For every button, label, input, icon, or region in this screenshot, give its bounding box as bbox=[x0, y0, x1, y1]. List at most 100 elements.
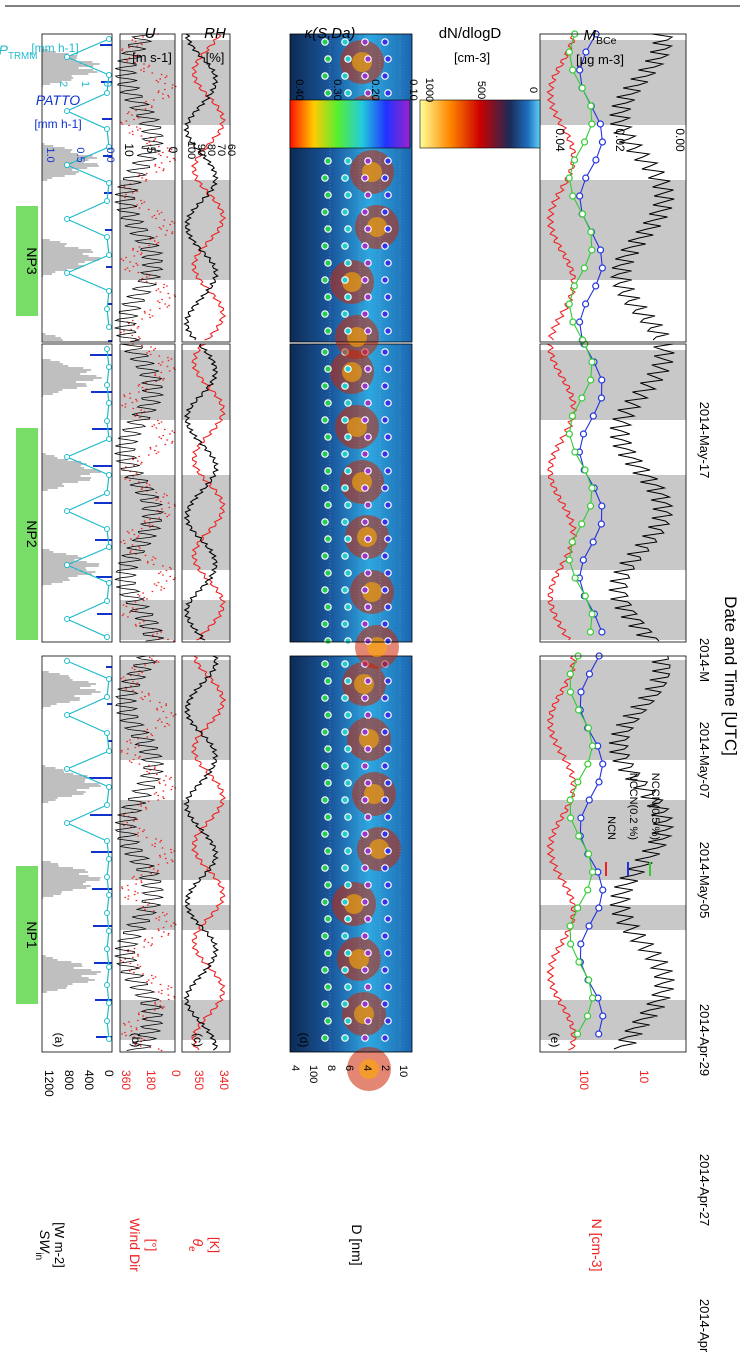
kappa-point bbox=[381, 620, 389, 628]
n-point bbox=[566, 670, 574, 678]
n-point bbox=[587, 228, 595, 236]
u-tick: 5 bbox=[144, 147, 158, 154]
kappa-point bbox=[324, 467, 332, 475]
date-tick-label: 2014-May-07 bbox=[697, 722, 712, 799]
panel-frame bbox=[289, 655, 413, 1053]
kappa-tick: 0.10 bbox=[407, 79, 419, 100]
panel-frame bbox=[119, 343, 176, 643]
trmm-point bbox=[64, 270, 70, 276]
n-trace bbox=[547, 343, 578, 641]
trmm-point bbox=[104, 418, 110, 424]
kappa-point bbox=[321, 966, 329, 974]
kappa-point bbox=[321, 864, 329, 872]
n-point bbox=[581, 592, 589, 600]
kappa-point bbox=[381, 310, 389, 318]
kappa-point bbox=[344, 225, 352, 233]
kappa-point bbox=[364, 569, 372, 577]
kappa-point bbox=[364, 677, 372, 685]
diameter-title: D [nm] bbox=[349, 1224, 365, 1265]
kappa-point bbox=[344, 55, 352, 63]
trmm-point bbox=[64, 766, 70, 772]
kappa-point bbox=[341, 966, 349, 974]
n-point bbox=[592, 156, 600, 164]
n-point bbox=[584, 760, 592, 768]
heatmap-core bbox=[349, 949, 369, 969]
trmm-point bbox=[104, 126, 110, 132]
kappa-tick: 0.20 bbox=[369, 79, 381, 100]
kappa-point bbox=[384, 881, 392, 889]
atto-units: [mm h-1] bbox=[34, 117, 81, 131]
trmm-point bbox=[104, 802, 110, 808]
trmm-point bbox=[64, 108, 70, 114]
period-bar bbox=[16, 428, 38, 640]
theta-trace bbox=[191, 343, 226, 641]
trmm-point bbox=[104, 90, 110, 96]
n-point bbox=[579, 556, 587, 564]
kappa-point bbox=[341, 310, 349, 318]
n-point bbox=[566, 814, 575, 822]
n-point bbox=[596, 246, 605, 254]
kappa-point bbox=[361, 864, 369, 872]
kappa-point bbox=[341, 864, 349, 872]
kappa-point bbox=[341, 932, 349, 940]
n-point bbox=[589, 412, 597, 420]
kappa-point bbox=[341, 1000, 349, 1008]
kappa-point bbox=[364, 711, 372, 719]
kappa-point bbox=[381, 966, 389, 974]
trmm-point bbox=[64, 454, 70, 460]
trmm-point bbox=[104, 306, 110, 312]
kappa-point bbox=[361, 932, 369, 940]
n-point bbox=[573, 1030, 582, 1038]
kappa-point bbox=[341, 382, 349, 390]
atto-bar bbox=[106, 666, 112, 668]
kappa-point bbox=[384, 327, 392, 335]
kappa-point bbox=[321, 1000, 329, 1008]
kappa-point bbox=[321, 174, 329, 182]
kappa-point bbox=[381, 38, 389, 46]
kappa-point bbox=[364, 191, 372, 199]
diameter-tick: 2 bbox=[379, 1065, 391, 1071]
kappa-point bbox=[361, 72, 369, 80]
trmm-point bbox=[106, 748, 112, 754]
kappa-point bbox=[381, 694, 389, 702]
kappa-point bbox=[361, 38, 369, 46]
kappa-point bbox=[341, 450, 349, 458]
night-shade bbox=[182, 475, 230, 570]
kappa-colorbar bbox=[289, 99, 411, 149]
kappa-point bbox=[361, 1034, 369, 1042]
winddir-tick: 180 bbox=[144, 1070, 158, 1090]
kappa-point bbox=[381, 450, 389, 458]
kappa-point bbox=[364, 847, 372, 855]
kappa-point bbox=[321, 728, 329, 736]
kappa-point bbox=[364, 259, 372, 267]
kappa-point bbox=[324, 433, 332, 441]
atto-bar bbox=[97, 613, 112, 615]
n-point bbox=[574, 904, 582, 912]
rh-tick: 70 bbox=[215, 144, 227, 156]
kappa-point bbox=[324, 915, 332, 923]
n-point bbox=[566, 922, 574, 930]
n-point bbox=[569, 66, 577, 74]
night-shade bbox=[120, 350, 175, 420]
kappa-point bbox=[361, 898, 369, 906]
n-point bbox=[578, 210, 587, 218]
kappa-point bbox=[361, 830, 369, 838]
trmm-point bbox=[64, 658, 70, 664]
n-point bbox=[576, 318, 584, 326]
n-point bbox=[568, 538, 576, 546]
panel-frame bbox=[181, 343, 231, 643]
diameter-tick: 10 bbox=[397, 1065, 409, 1077]
trmm-units: [mm h-1] bbox=[31, 41, 78, 55]
trmm-point bbox=[106, 324, 112, 330]
kappa-point bbox=[344, 813, 352, 821]
kappa-point bbox=[321, 450, 329, 458]
heatmap-core bbox=[367, 217, 387, 237]
trmm-point bbox=[106, 892, 112, 898]
kappa-point bbox=[321, 660, 329, 668]
kappa-point bbox=[381, 484, 389, 492]
kappa-point bbox=[344, 983, 352, 991]
legend-label: NCCN(0.2 %) bbox=[627, 773, 639, 840]
kappa-point bbox=[364, 535, 372, 543]
trmm-point bbox=[104, 382, 110, 388]
kappa-point bbox=[321, 416, 329, 424]
